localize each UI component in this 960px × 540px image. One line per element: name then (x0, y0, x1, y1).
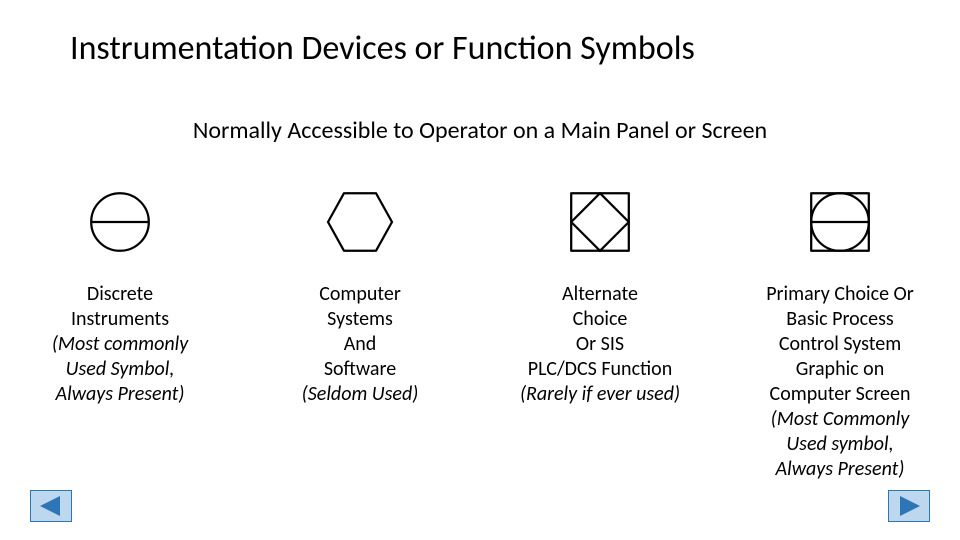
caption-line: And (302, 332, 419, 357)
symbol-discrete-instruments (80, 172, 160, 272)
caption-computer: Computer Systems And Software (Seldom Us… (302, 282, 419, 407)
caption-line: Primary Choice Or (766, 282, 914, 307)
symbol-alternate-choice (560, 172, 640, 272)
symbol-row: Discrete Instruments (Most commonly Used… (0, 172, 960, 482)
caption-line: Basic Process (766, 307, 914, 332)
symbol-col-alternate: Alternate Choice Or SIS PLC/DCS Function… (480, 172, 720, 482)
next-slide-button[interactable] (888, 490, 930, 522)
symbol-computer-systems (320, 172, 400, 272)
caption-line: Choice (520, 307, 680, 332)
caption-italic: Always Present) (52, 382, 188, 407)
symbol-col-primary: Primary Choice Or Basic Process Control … (720, 172, 960, 482)
caption-italic: (Rarely if ever used) (520, 382, 680, 407)
caption-primary: Primary Choice Or Basic Process Control … (766, 282, 914, 482)
slide-subtitle: Normally Accessible to Operator on a Mai… (0, 116, 960, 145)
symbol-col-discrete: Discrete Instruments (Most commonly Used… (0, 172, 240, 482)
caption-line: Systems (302, 307, 419, 332)
caption-line: Discrete (52, 282, 188, 307)
caption-line: Graphic on (766, 357, 914, 382)
caption-line: Computer Screen (766, 382, 914, 407)
caption-line: Or SIS (520, 332, 680, 357)
caption-line: PLC/DCS Function (520, 357, 680, 382)
caption-line: Control System (766, 332, 914, 357)
caption-italic: (Most commonly (52, 332, 188, 357)
caption-line: Alternate (520, 282, 680, 307)
caption-alternate: Alternate Choice Or SIS PLC/DCS Function… (520, 282, 680, 407)
caption-italic: (Most Commonly (766, 407, 914, 432)
symbol-primary-choice (800, 172, 880, 272)
caption-italic: Used Symbol, (52, 357, 188, 382)
symbol-col-computer: Computer Systems And Software (Seldom Us… (240, 172, 480, 482)
caption-italic: (Seldom Used) (302, 382, 419, 407)
slide-title: Instrumentation Devices or Function Symb… (70, 28, 695, 69)
caption-line: Instruments (52, 307, 188, 332)
caption-italic: Always Present) (766, 457, 914, 482)
caption-italic: Used symbol, (766, 432, 914, 457)
caption-discrete: Discrete Instruments (Most commonly Used… (52, 282, 188, 407)
caption-line: Software (302, 357, 419, 382)
prev-slide-button[interactable] (30, 490, 72, 522)
caption-line: Computer (302, 282, 419, 307)
